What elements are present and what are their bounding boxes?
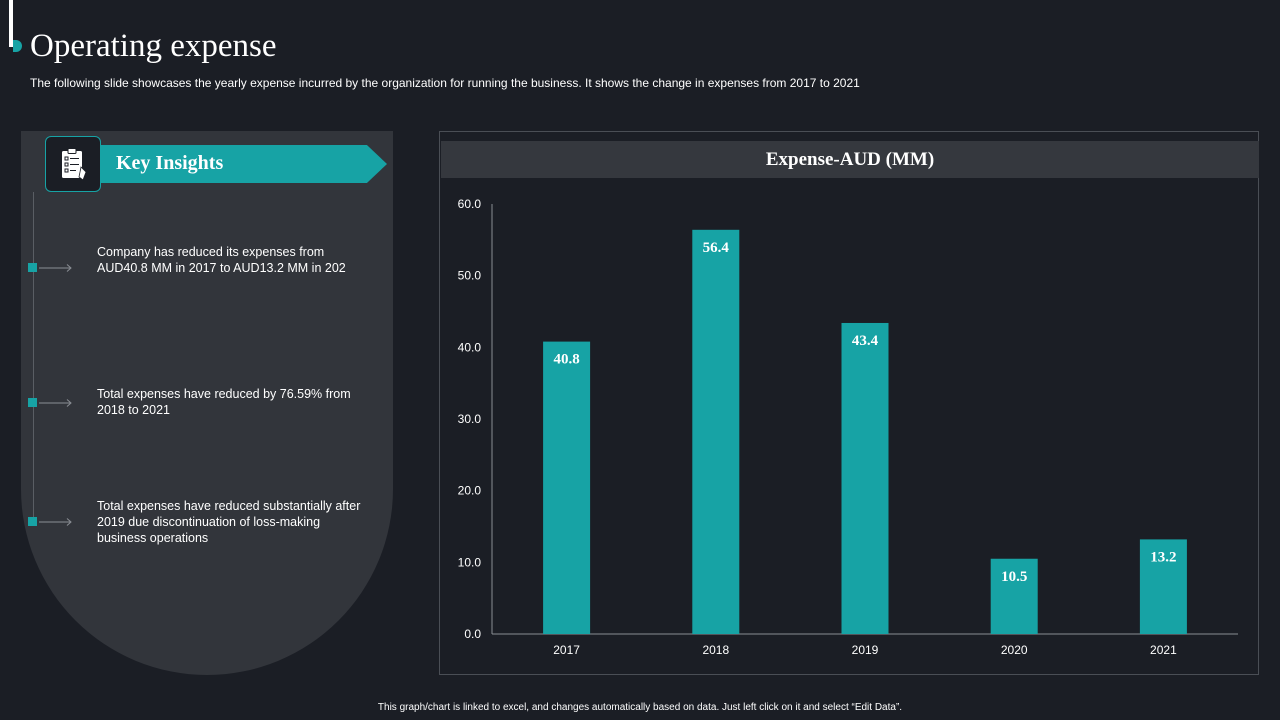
- key-insights-panel: [21, 131, 393, 675]
- chart-title: Expense-AUD (MM): [765, 148, 935, 170]
- key-insights-header: Key Insights: [100, 145, 387, 183]
- clipboard-checklist-icon: [45, 136, 101, 192]
- chart-panel[interactable]: [439, 131, 1259, 675]
- insight-text: Company has reduced its expenses from AU…: [97, 245, 346, 275]
- insight-bullet: [28, 398, 37, 407]
- key-insights-title: Key Insights: [116, 152, 224, 174]
- title-accent-dot: [13, 40, 22, 52]
- page-title: Operating expense: [30, 28, 277, 64]
- arrow-right-icon: [39, 399, 72, 407]
- insight-item-3: Total expenses have reduced substantiall…: [0, 496, 380, 556]
- arrow-right-icon: [39, 518, 72, 526]
- insight-item-2: Total expenses have reduced by 76.59% fr…: [0, 384, 380, 444]
- footer-note: This graph/chart is linked to excel, and…: [377, 702, 903, 713]
- insight-item-1: Company has reduced its expenses from AU…: [0, 242, 380, 302]
- insight-bullet: [28, 263, 37, 272]
- arrow-right-icon: [39, 264, 72, 272]
- insight-text: Total expenses have reduced substantiall…: [97, 499, 361, 545]
- insight-bullet: [28, 517, 37, 526]
- insight-text: Total expenses have reduced by 76.59% fr…: [97, 387, 351, 417]
- chart-header: Expense-AUD (MM): [441, 141, 1259, 178]
- insights-timeline: [33, 192, 34, 522]
- title-accent-bar: [9, 0, 13, 47]
- page-subtitle: The following slide showcases the yearly…: [30, 76, 860, 90]
